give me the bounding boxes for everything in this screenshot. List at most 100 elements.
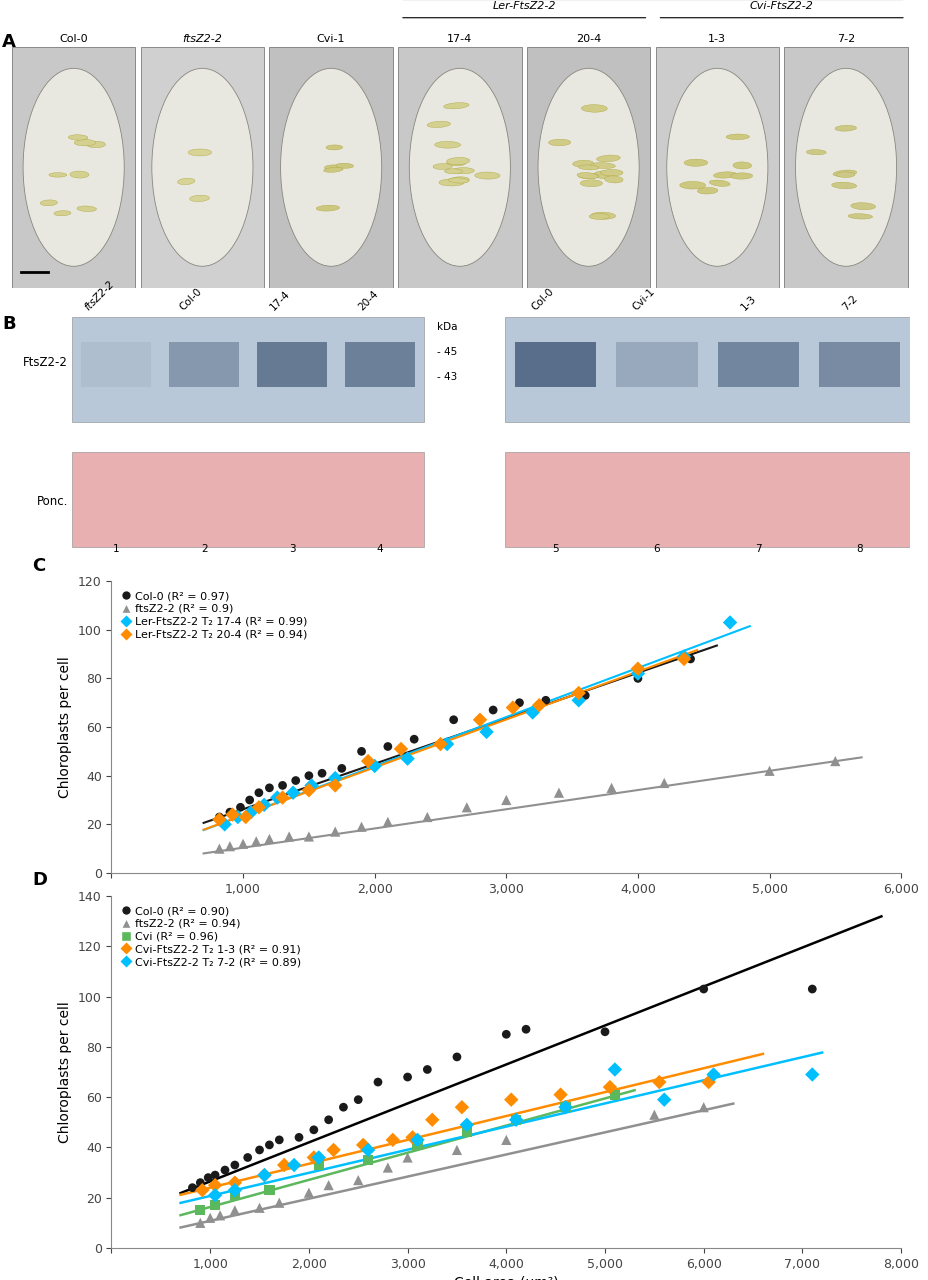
Ellipse shape — [729, 173, 752, 179]
Point — [722, 612, 737, 632]
Bar — [72, 452, 423, 547]
Bar — [526, 46, 650, 288]
Point — [607, 1060, 622, 1080]
Bar — [505, 452, 909, 547]
Point — [281, 827, 296, 847]
Text: ftsZ2-2: ftsZ2-2 — [83, 279, 116, 312]
Point — [479, 722, 494, 742]
Point — [804, 979, 818, 1000]
Point — [257, 1165, 272, 1185]
Ellipse shape — [323, 168, 342, 173]
Point — [217, 814, 232, 835]
Point — [185, 1178, 200, 1198]
Point — [272, 1130, 287, 1151]
Point — [432, 733, 447, 754]
Point — [306, 1120, 321, 1140]
Text: kDa: kDa — [437, 323, 458, 333]
Point — [315, 763, 329, 783]
Point — [227, 1180, 242, 1201]
Point — [458, 797, 473, 818]
Point — [518, 1019, 533, 1039]
Point — [326, 1139, 341, 1160]
Ellipse shape — [23, 68, 124, 266]
Point — [509, 1110, 523, 1130]
Text: - 45: - 45 — [437, 347, 458, 357]
Ellipse shape — [49, 173, 67, 177]
Point — [449, 1139, 464, 1160]
Point — [419, 1060, 434, 1080]
Point — [212, 838, 226, 859]
Point — [301, 765, 316, 786]
Ellipse shape — [427, 122, 450, 128]
Ellipse shape — [474, 172, 499, 179]
Ellipse shape — [666, 68, 767, 266]
Point — [524, 703, 539, 723]
Ellipse shape — [280, 68, 381, 266]
Point — [419, 806, 434, 827]
Text: Ponc.: Ponc. — [36, 495, 68, 508]
Text: D: D — [32, 870, 47, 888]
Text: Cvi-1: Cvi-1 — [630, 287, 656, 312]
Text: 7-2: 7-2 — [836, 35, 855, 44]
Ellipse shape — [831, 182, 856, 188]
Point — [208, 1175, 223, 1196]
Point — [301, 827, 316, 847]
Point — [370, 1071, 385, 1092]
Point — [291, 1128, 306, 1148]
Ellipse shape — [74, 140, 96, 146]
Ellipse shape — [446, 161, 465, 166]
Point — [406, 728, 421, 749]
Ellipse shape — [590, 163, 614, 169]
Point — [380, 736, 394, 756]
Point — [227, 1185, 242, 1206]
Point — [385, 1130, 400, 1151]
Point — [213, 1204, 227, 1225]
Ellipse shape — [679, 182, 705, 189]
X-axis label: Cell area (μm²): Cell area (μm²) — [454, 1276, 558, 1280]
Text: 1-3: 1-3 — [739, 293, 757, 312]
Point — [646, 1105, 661, 1125]
Point — [676, 649, 690, 669]
Point — [249, 831, 264, 851]
Point — [577, 685, 592, 705]
Point — [424, 1110, 439, 1130]
Text: 2: 2 — [200, 544, 207, 554]
Point — [240, 1147, 255, 1167]
Point — [303, 776, 318, 796]
Point — [321, 1175, 336, 1196]
Point — [696, 1097, 711, 1117]
Ellipse shape — [316, 205, 340, 211]
Point — [597, 1021, 612, 1042]
Point — [311, 1147, 326, 1167]
Ellipse shape — [177, 178, 195, 184]
Ellipse shape — [794, 68, 896, 266]
Point — [498, 1130, 513, 1151]
Text: 6: 6 — [653, 544, 660, 554]
Text: - 43: - 43 — [437, 372, 458, 383]
Point — [360, 1149, 375, 1170]
Text: 17-4: 17-4 — [446, 35, 472, 44]
Point — [393, 739, 408, 759]
Text: Ler-FtsZ2-2: Ler-FtsZ2-2 — [492, 1, 555, 12]
Bar — [514, 342, 596, 387]
Ellipse shape — [449, 177, 469, 183]
Point — [193, 1212, 208, 1233]
Point — [285, 782, 300, 803]
Ellipse shape — [599, 169, 623, 177]
Text: Col-0: Col-0 — [178, 285, 204, 312]
Ellipse shape — [604, 175, 623, 183]
Bar — [505, 317, 909, 422]
Point — [236, 833, 251, 854]
Point — [251, 797, 266, 818]
Text: 5: 5 — [551, 544, 559, 554]
Point — [503, 1089, 518, 1110]
Ellipse shape — [572, 160, 593, 166]
Ellipse shape — [578, 165, 599, 170]
Point — [287, 1155, 302, 1175]
Point — [472, 709, 487, 730]
Point — [275, 787, 290, 808]
Ellipse shape — [434, 141, 460, 148]
Ellipse shape — [708, 180, 729, 187]
Point — [804, 1064, 818, 1084]
Point — [256, 795, 271, 815]
